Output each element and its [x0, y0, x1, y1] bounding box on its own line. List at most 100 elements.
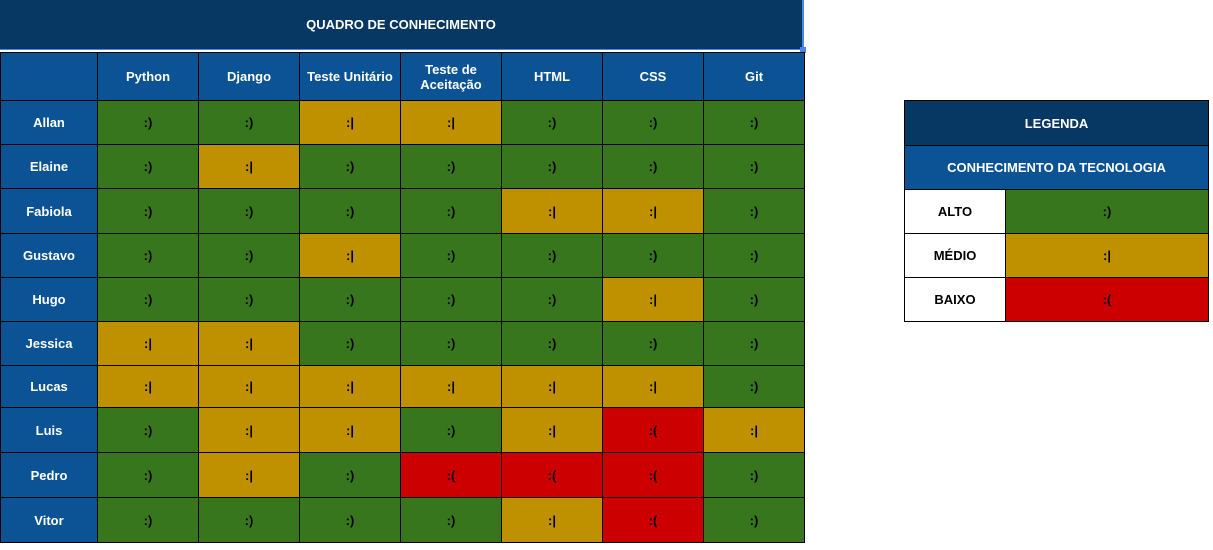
skill-level-cell[interactable]: :): [97, 233, 199, 278]
skill-level-cell[interactable]: :|: [400, 100, 502, 145]
skill-level-cell[interactable]: :): [703, 452, 805, 498]
skill-level-cell[interactable]: :|: [97, 321, 199, 366]
skill-level-cell[interactable]: :): [97, 188, 199, 234]
column-header[interactable]: CSS: [602, 52, 704, 101]
skill-level-cell[interactable]: :): [602, 100, 704, 145]
column-header[interactable]: Teste de Aceitação: [400, 52, 502, 101]
skill-level-cell[interactable]: :|: [501, 497, 603, 543]
skill-level-cell[interactable]: :): [198, 188, 300, 234]
skill-level-cell[interactable]: :): [97, 277, 199, 322]
column-header[interactable]: HTML: [501, 52, 603, 101]
skill-level-cell[interactable]: :|: [299, 365, 401, 408]
skill-level-cell[interactable]: :): [198, 100, 300, 145]
skill-level-cell[interactable]: :|: [501, 188, 603, 234]
skill-level-cell[interactable]: :|: [299, 407, 401, 453]
skill-level-cell[interactable]: :(: [602, 497, 704, 543]
skill-level-cell[interactable]: :): [703, 188, 805, 234]
skill-level-cell[interactable]: :): [299, 188, 401, 234]
person-name-cell[interactable]: Fabiola: [0, 188, 98, 234]
skill-level-cell[interactable]: :|: [299, 233, 401, 278]
skill-level-cell[interactable]: :): [501, 100, 603, 145]
skill-level-cell[interactable]: :): [501, 277, 603, 322]
skill-level-cell[interactable]: :): [400, 407, 502, 453]
legend-level-swatch[interactable]: :|: [1005, 233, 1209, 278]
skill-level-cell[interactable]: :): [97, 144, 199, 189]
skill-level-cell[interactable]: :): [299, 277, 401, 322]
column-header[interactable]: Python: [97, 52, 199, 101]
skill-level-cell[interactable]: :): [299, 321, 401, 366]
skill-level-cell[interactable]: :): [198, 497, 300, 543]
legend-level-label[interactable]: BAIXO: [904, 277, 1006, 322]
skill-level-cell[interactable]: :): [602, 321, 704, 366]
skill-level-cell[interactable]: :): [703, 233, 805, 278]
person-name-cell[interactable]: Luis: [0, 407, 98, 453]
person-name-cell[interactable]: Gustavo: [0, 233, 98, 278]
legend-title[interactable]: LEGENDA: [904, 100, 1209, 146]
skill-level-cell[interactable]: :): [400, 497, 502, 543]
sheet-title-cell[interactable]: QUADRO DE CONHECIMENTO: [0, 0, 804, 50]
skill-level-cell[interactable]: :(: [602, 452, 704, 498]
skill-level-cell[interactable]: :(: [501, 452, 603, 498]
skill-level-cell[interactable]: :): [97, 407, 199, 453]
skill-level-cell[interactable]: :): [97, 452, 199, 498]
person-name-cell[interactable]: Hugo: [0, 277, 98, 322]
person-name-cell[interactable]: Allan: [0, 100, 98, 145]
skill-level-cell[interactable]: :): [602, 144, 704, 189]
skill-level-cell[interactable]: :): [198, 277, 300, 322]
skill-level-cell[interactable]: :): [703, 277, 805, 322]
skill-level-cell[interactable]: :|: [299, 100, 401, 145]
skill-level-cell[interactable]: :): [299, 452, 401, 498]
legend-level-label[interactable]: MÉDIO: [904, 233, 1006, 278]
skill-level-cell[interactable]: :): [501, 321, 603, 366]
selection-fill-handle[interactable]: [800, 47, 806, 53]
person-name-cell[interactable]: Jessica: [0, 321, 98, 366]
skill-level-cell[interactable]: :): [602, 233, 704, 278]
skill-level-cell[interactable]: :|: [602, 277, 704, 322]
legend-row: BAIXO:(: [904, 277, 1209, 322]
skill-level-cell[interactable]: :): [97, 497, 199, 543]
skill-level-cell[interactable]: :): [97, 100, 199, 145]
skill-level-cell[interactable]: :|: [198, 365, 300, 408]
skill-level-cell[interactable]: :): [299, 497, 401, 543]
skill-level-cell[interactable]: :): [400, 277, 502, 322]
skill-level-cell[interactable]: :|: [501, 365, 603, 408]
skill-level-cell[interactable]: :|: [602, 365, 704, 408]
header-corner-cell[interactable]: [0, 52, 98, 101]
skill-level-cell[interactable]: :|: [602, 188, 704, 234]
skill-level-cell[interactable]: :): [501, 233, 603, 278]
skill-level-cell[interactable]: :|: [501, 407, 603, 453]
skill-level-cell[interactable]: :|: [198, 452, 300, 498]
skill-level-cell[interactable]: :): [400, 144, 502, 189]
skill-level-cell[interactable]: :(: [400, 452, 502, 498]
skill-level-cell[interactable]: :|: [198, 407, 300, 453]
skill-level-cell[interactable]: :|: [703, 407, 805, 453]
skill-level-cell[interactable]: :): [198, 233, 300, 278]
skill-level-cell[interactable]: :): [400, 233, 502, 278]
skill-level-cell[interactable]: :|: [400, 365, 502, 408]
skill-level-cell[interactable]: :): [400, 321, 502, 366]
person-name-cell[interactable]: Lucas: [0, 365, 98, 408]
column-header[interactable]: Django: [198, 52, 300, 101]
skill-level-cell[interactable]: :): [703, 497, 805, 543]
skill-level-cell[interactable]: :|: [198, 144, 300, 189]
column-header[interactable]: Git: [703, 52, 805, 101]
legend-subtitle[interactable]: CONHECIMENTO DA TECNOLOGIA: [904, 145, 1209, 190]
person-name-cell[interactable]: Vitor: [0, 497, 98, 543]
skill-level-cell[interactable]: :): [703, 365, 805, 408]
skill-level-cell[interactable]: :(: [602, 407, 704, 453]
column-header[interactable]: Teste Unitário: [299, 52, 401, 101]
table-row: Elaine:):|:):):):):): [0, 144, 805, 189]
legend-level-swatch[interactable]: :): [1005, 189, 1209, 234]
person-name-cell[interactable]: Elaine: [0, 144, 98, 189]
skill-level-cell[interactable]: :): [703, 144, 805, 189]
legend-level-swatch[interactable]: :(: [1005, 277, 1209, 322]
skill-level-cell[interactable]: :|: [97, 365, 199, 408]
skill-level-cell[interactable]: :): [400, 188, 502, 234]
skill-level-cell[interactable]: :): [501, 144, 603, 189]
skill-level-cell[interactable]: :): [703, 100, 805, 145]
skill-level-cell[interactable]: :): [703, 321, 805, 366]
skill-level-cell[interactable]: :): [299, 144, 401, 189]
skill-level-cell[interactable]: :|: [198, 321, 300, 366]
legend-level-label[interactable]: ALTO: [904, 189, 1006, 234]
person-name-cell[interactable]: Pedro: [0, 452, 98, 498]
